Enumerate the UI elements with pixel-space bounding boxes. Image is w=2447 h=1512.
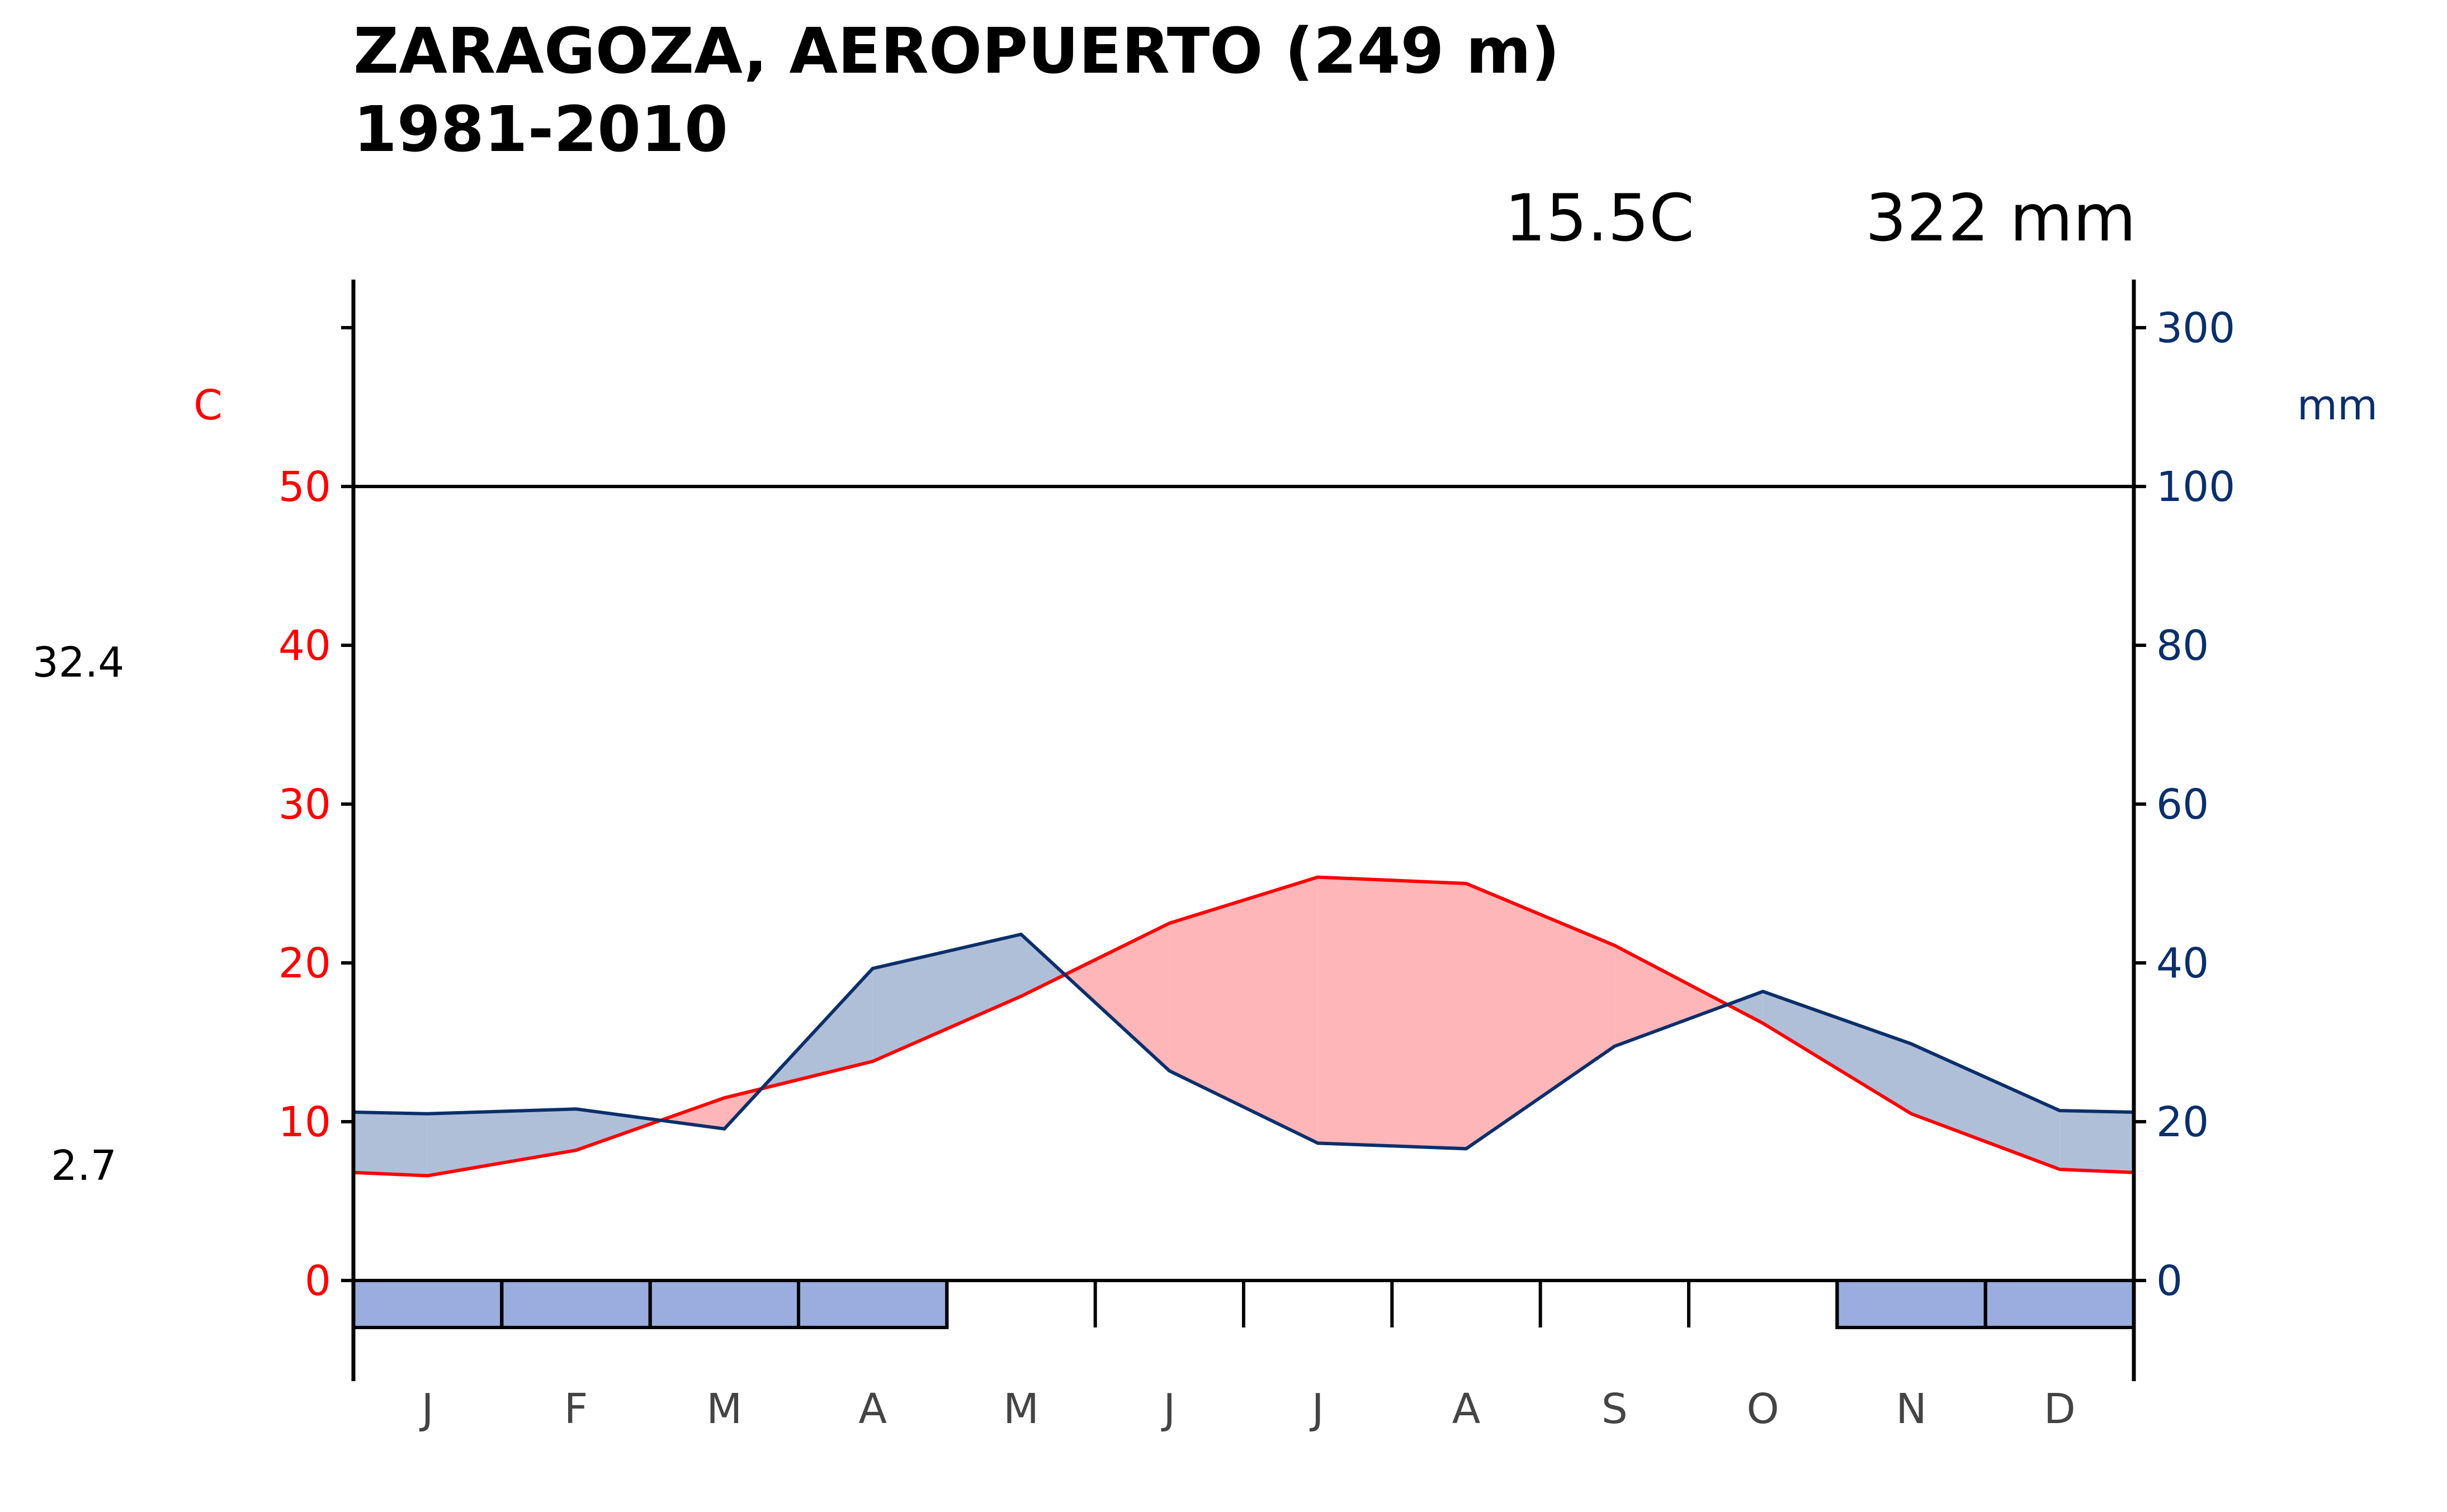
- temperature-tick-label: 30: [278, 781, 331, 829]
- area-segment: [1763, 991, 1911, 1114]
- month-label: M: [706, 1385, 742, 1433]
- frost-box: [1983, 1279, 2136, 1329]
- precipitation-tick-label: 80: [2156, 622, 2209, 670]
- month-label: N: [1896, 1385, 1926, 1433]
- area-segment: [1911, 1043, 2060, 1170]
- temperature-line: [353, 875, 2134, 1178]
- axes: [351, 280, 2136, 1381]
- temperature-tick-label: 40: [278, 622, 331, 670]
- area-segment: [872, 934, 1021, 1062]
- frost-box: [797, 1279, 949, 1329]
- temperature-tick-label: 0: [305, 1257, 331, 1305]
- temperature-axis-label: C: [193, 381, 223, 429]
- area-segment: [1317, 877, 1466, 1149]
- precipitation-axis-label: mm: [2297, 381, 2378, 429]
- month-label: A: [858, 1385, 887, 1433]
- month-label: M: [1003, 1385, 1039, 1433]
- max-temperature-label: 32.4: [32, 639, 125, 687]
- month-label: J: [1161, 1385, 1175, 1433]
- area-segment: [1065, 923, 1170, 1071]
- area-segment: [353, 1112, 428, 1176]
- precipitation-tick-label: 300: [2156, 304, 2235, 352]
- month-label: J: [419, 1385, 434, 1433]
- temperature-tick-label: 50: [278, 463, 331, 511]
- precipitation-tick-label: 60: [2156, 781, 2209, 829]
- frost-box: [648, 1279, 800, 1329]
- annual-precipitation: 322 mm: [1865, 181, 2136, 256]
- ticks: 0 10 20 30 40 50 0 20 40 60 80 100 300: [278, 304, 2235, 1305]
- frost-box: [500, 1279, 652, 1329]
- precipitation-line: [353, 932, 2134, 1151]
- precipitation-tick-label: 0: [2156, 1257, 2183, 1305]
- month-label: J: [1310, 1385, 1324, 1433]
- series-lines: [353, 875, 2134, 1178]
- chart-subtitle: 1981-2010: [353, 93, 728, 166]
- month-label: O: [1747, 1385, 1779, 1433]
- chart-title: ZARAGOZA, AEROPUERTO (249 m): [353, 15, 1560, 88]
- frost-box: [352, 1279, 504, 1329]
- month-label: F: [564, 1385, 588, 1433]
- frost-box: [1835, 1279, 1987, 1329]
- area-segment: [1169, 877, 1318, 1144]
- mean-temperature: 15.5C: [1505, 181, 1694, 256]
- area-segment: [427, 1109, 576, 1176]
- precipitation-tick-label: 100: [2156, 463, 2235, 511]
- area-segment: [1614, 945, 1728, 1047]
- area-segment: [1466, 883, 1615, 1149]
- precipitation-tick-label: 40: [2156, 939, 2209, 987]
- area-segment: [1021, 934, 1065, 996]
- fill-areas: [353, 877, 2134, 1176]
- area-segment: [576, 1109, 661, 1151]
- area-segment: [2059, 1111, 2134, 1173]
- temperature-tick-label: 20: [278, 939, 331, 987]
- frost-boxes: [352, 1279, 2136, 1329]
- month-label: S: [1602, 1385, 1628, 1433]
- temperature-tick-label: 10: [278, 1098, 331, 1146]
- area-segment: [1727, 991, 1763, 1023]
- month-label: A: [1452, 1385, 1481, 1433]
- min-temperature-label: 2.7: [51, 1142, 117, 1190]
- month-label: D: [2044, 1385, 2076, 1433]
- precipitation-tick-label: 20: [2156, 1098, 2209, 1146]
